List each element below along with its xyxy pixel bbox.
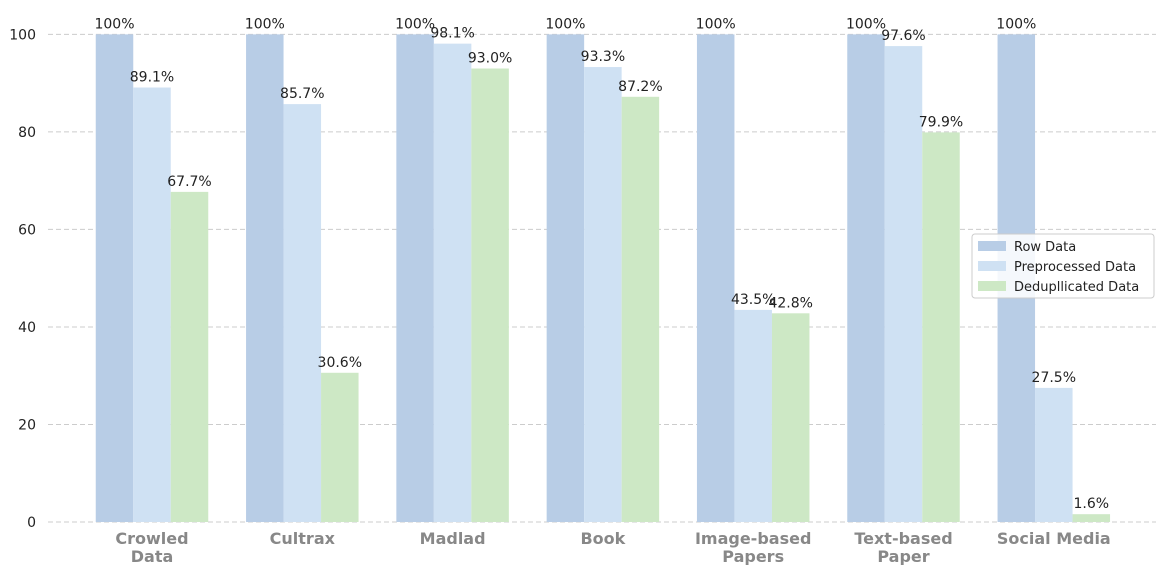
x-tick-label: Book (580, 529, 626, 548)
bar (922, 132, 960, 522)
bar (433, 43, 472, 522)
x-tick-label: Cultrax (269, 529, 335, 548)
bar (696, 34, 735, 522)
legend-box (971, 233, 1155, 299)
bar (584, 67, 622, 523)
value-label: 98.1% (430, 26, 474, 42)
bar (1072, 514, 1111, 522)
value-label: 97.6% (881, 28, 925, 44)
y-tick-label: 20 (18, 417, 36, 433)
value-label: 100% (545, 16, 585, 32)
bar (170, 191, 209, 523)
x-tick-label: Social Media (996, 529, 1111, 548)
value-label: 87.2% (618, 79, 662, 95)
y-tick-label: 60 (18, 222, 36, 238)
value-label: 100% (245, 16, 285, 32)
value-label: 27.5% (1032, 370, 1076, 386)
bar (771, 313, 810, 522)
legend: Row Data Preprocessed Data Dedupllicated D… (971, 233, 1155, 299)
legend-swatch (978, 261, 1006, 271)
x-tick-label: Image-based Papers (694, 529, 812, 565)
value-label: 1.6% (1074, 496, 1110, 512)
value-label: 67.7% (167, 174, 211, 190)
y-tick-label: 40 (18, 320, 36, 336)
bar (246, 34, 284, 522)
bar (734, 309, 772, 522)
legend-label: Dedupllicated Data (1014, 280, 1139, 295)
y-tick-label: 0 (27, 515, 36, 531)
legend-label: Preprocessed Data (1014, 260, 1136, 275)
value-label: 100% (996, 16, 1036, 32)
bar (321, 372, 359, 522)
value-label: 42.8% (768, 295, 812, 311)
bar (471, 68, 509, 522)
bar (884, 46, 923, 523)
x-tick-label: Madlad (419, 529, 486, 548)
value-label: 100% (395, 16, 435, 32)
bar (283, 104, 322, 522)
bar (396, 34, 434, 522)
y-tick-label: 80 (18, 125, 36, 141)
value-label: 79.9% (919, 114, 963, 130)
x-tick-label: Crowled Data (115, 529, 189, 565)
value-label: 100% (94, 16, 134, 32)
bar (621, 96, 660, 522)
legend-swatch (978, 281, 1006, 291)
bar (133, 87, 171, 522)
value-label: 85.7% (280, 86, 324, 102)
value-label: 100% (696, 16, 736, 32)
bar (1035, 387, 1073, 522)
legend-label: Row Data (1014, 240, 1076, 255)
legend-swatch (978, 241, 1006, 251)
x-tick-label: Text-based Paper (854, 529, 953, 565)
y-tick-label: 100 (9, 27, 36, 43)
bar (546, 34, 585, 522)
value-label: 100% (846, 16, 886, 32)
value-label: 43.5% (731, 292, 775, 308)
value-label: 93.3% (581, 49, 625, 65)
value-label: 89.1% (130, 70, 174, 86)
bar (847, 34, 885, 522)
value-label: 93.0% (468, 51, 512, 67)
value-label: 30.6% (318, 355, 362, 371)
bar (95, 34, 134, 522)
